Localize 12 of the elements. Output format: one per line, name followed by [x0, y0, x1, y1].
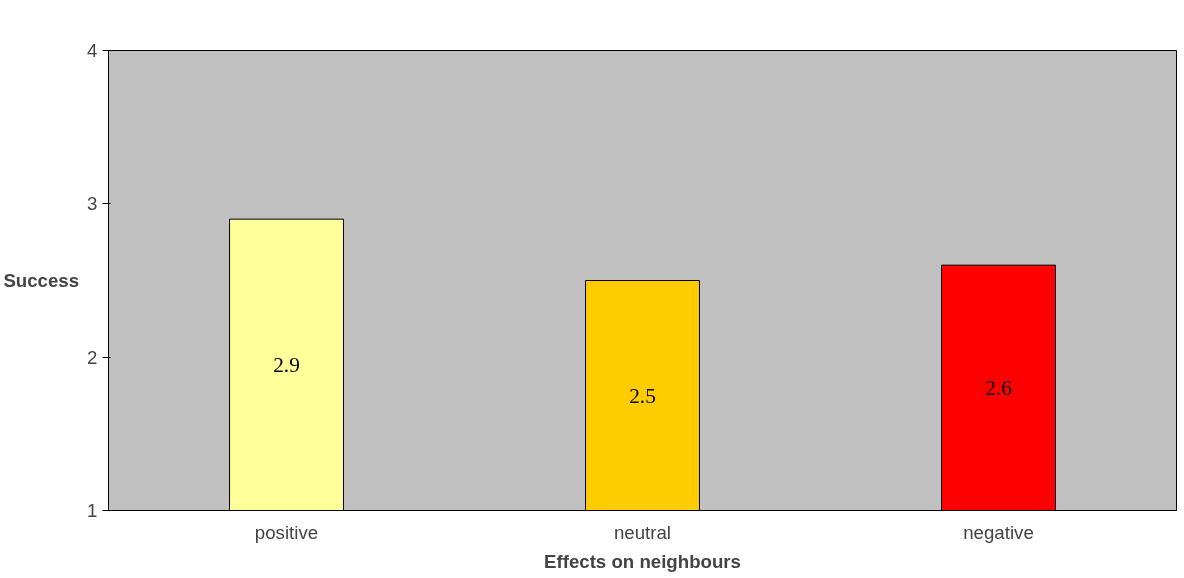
x-tick-label: neutral: [613, 521, 672, 543]
y-axis-title: Success: [3, 270, 80, 291]
x-tick-label: positive: [254, 521, 319, 543]
data-label: 2.9: [273, 352, 300, 377]
y-tick-label: 3: [87, 193, 98, 215]
data-label: 2.5: [629, 383, 656, 408]
y-tick-label: 4: [87, 40, 98, 61]
y-tick-label: 1: [87, 500, 98, 521]
y-tick-label: 2: [87, 346, 98, 368]
x-tick-label: negative: [963, 521, 1034, 543]
data-label: 2.6: [985, 375, 1013, 400]
x-axis-title: Effects on neighbours: [544, 550, 741, 572]
